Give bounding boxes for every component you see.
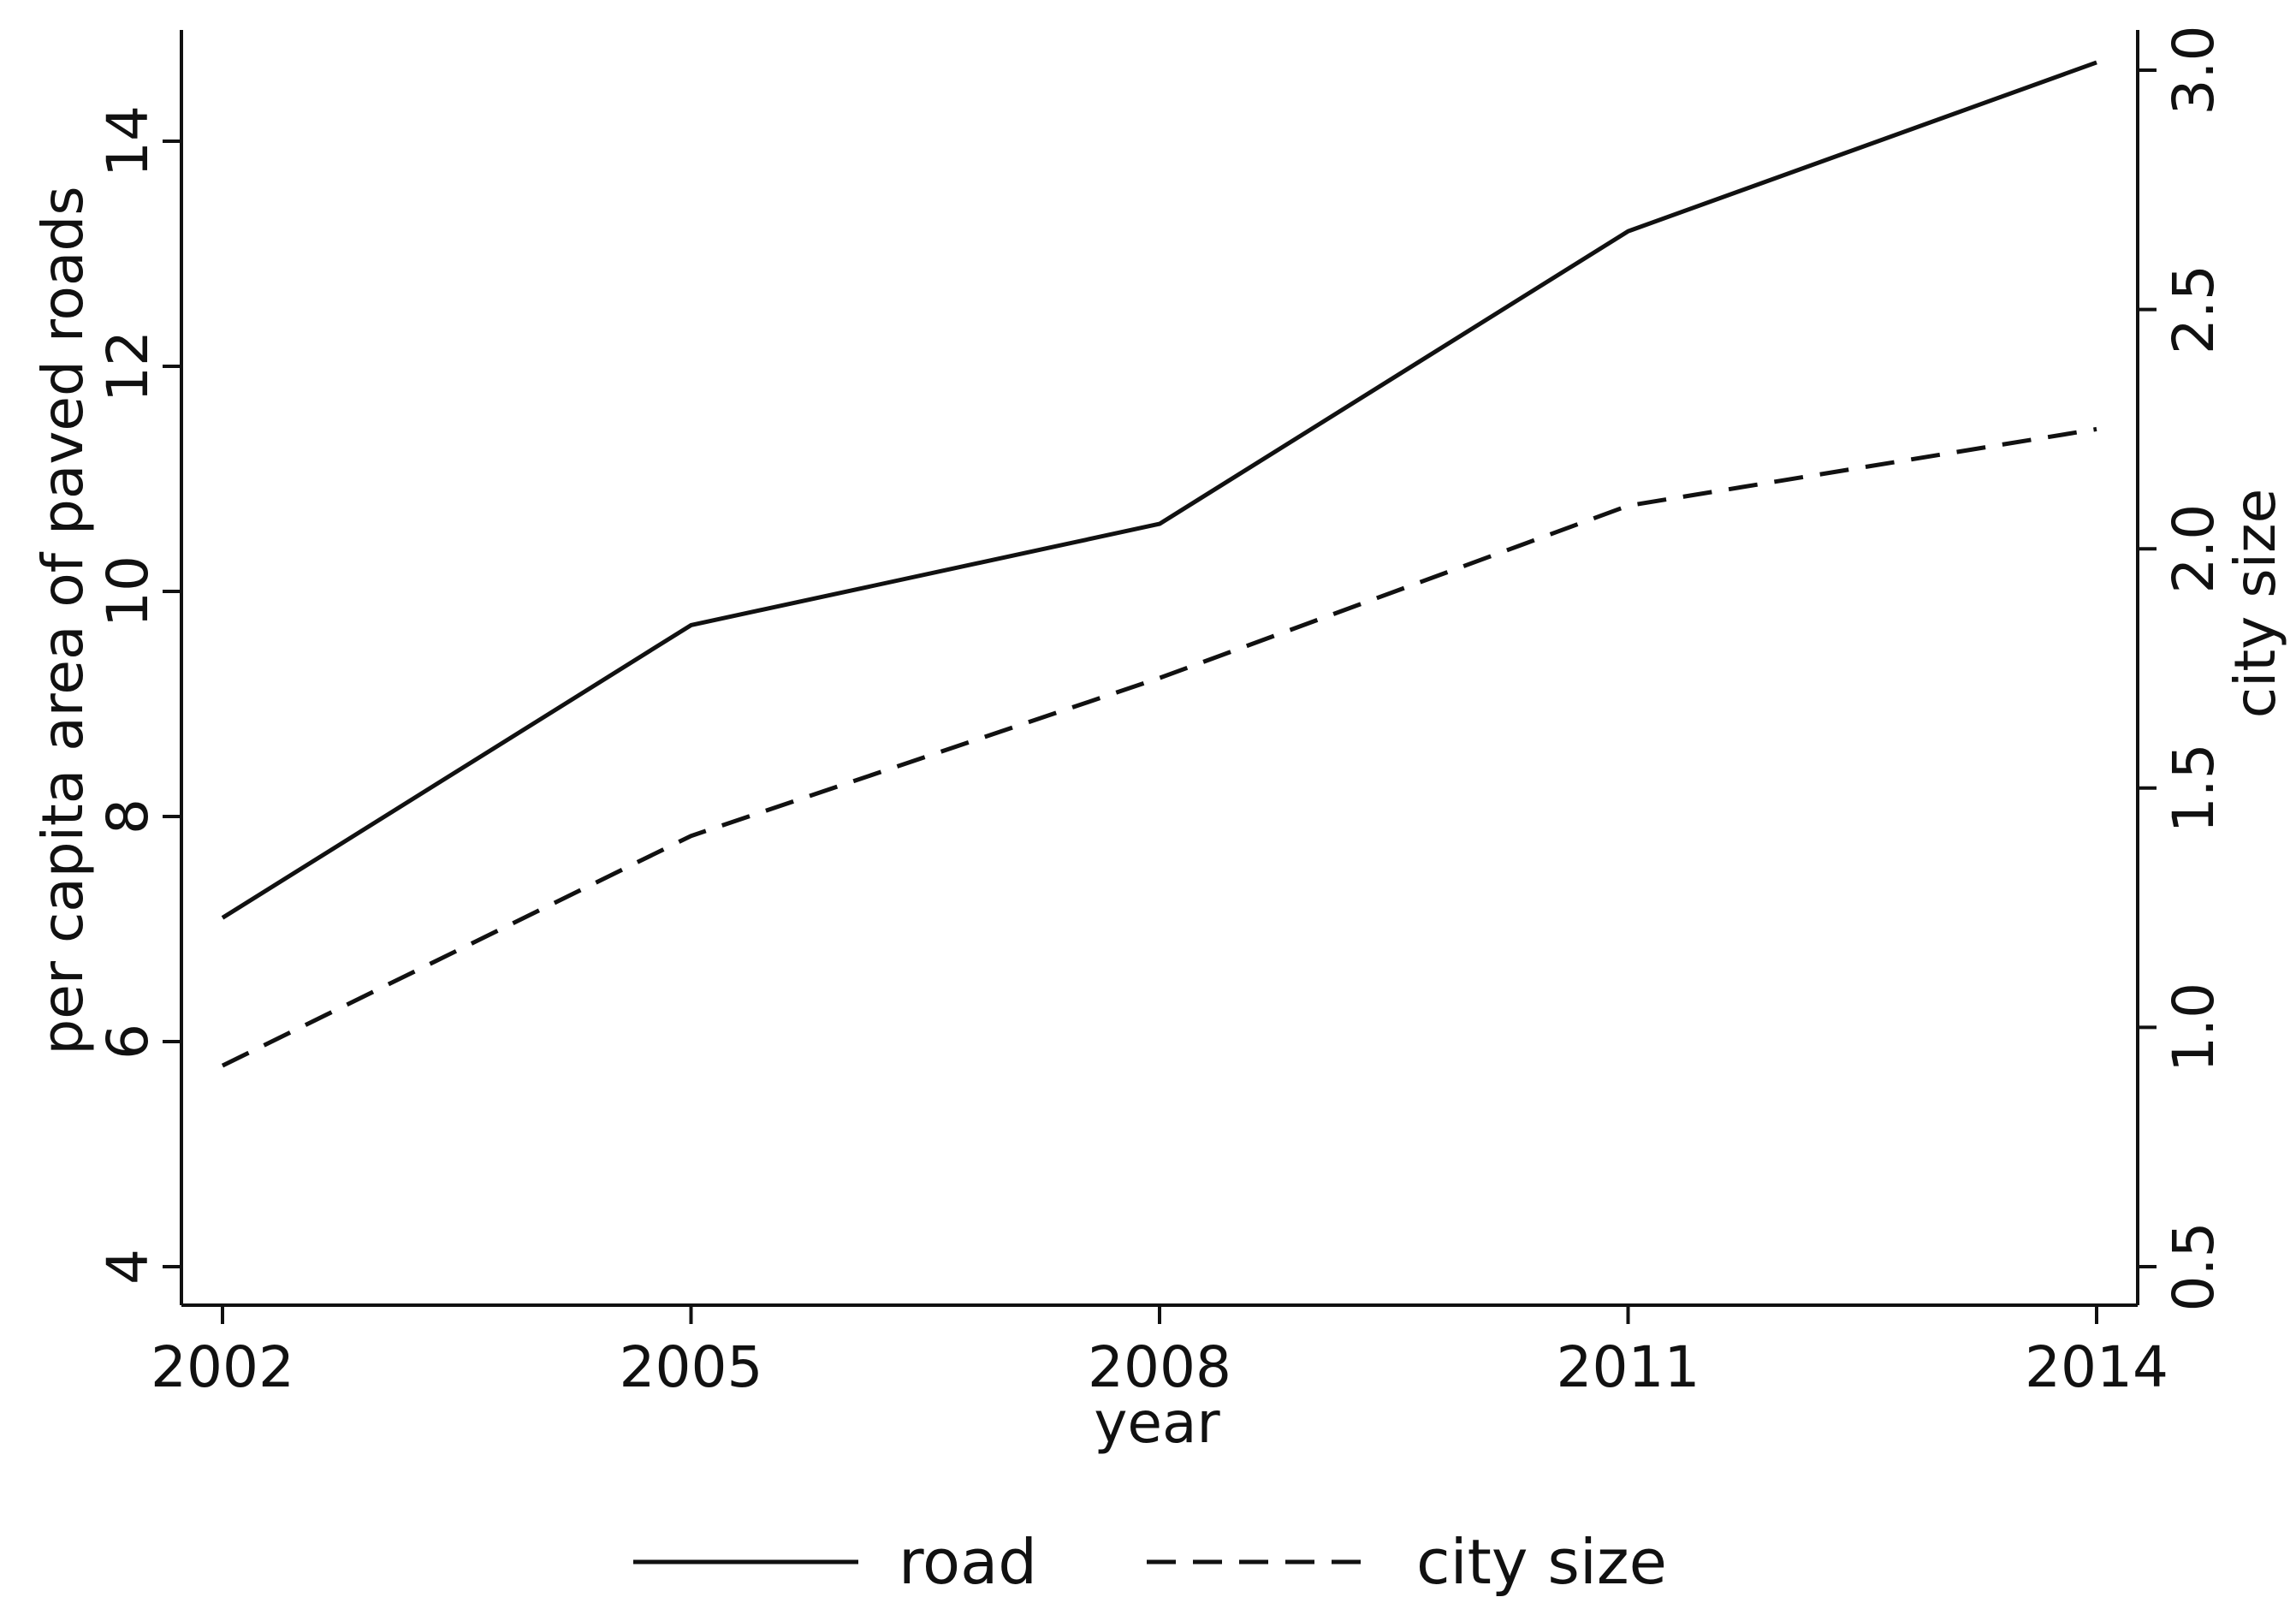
x-tick-label: 2014 (2025, 1334, 2168, 1400)
series-line-city-size (221, 426, 2097, 1068)
right-y-tick-label: 0.5 (2161, 1222, 2227, 1312)
left-y-tick-label: 10 (95, 555, 161, 627)
left-y-tick-label: 6 (95, 1024, 161, 1060)
x-axis-title: year (1094, 1390, 1220, 1456)
x-tick-label: 2011 (1557, 1334, 1700, 1400)
left-y-axis-title: per capita area of paved roads (30, 186, 96, 1054)
right-y-tick-label: 2.5 (2161, 264, 2227, 354)
x-tick-label: 2002 (151, 1334, 294, 1400)
x-tick-label: 2008 (1088, 1334, 1231, 1400)
series-layer (221, 60, 2097, 1068)
x-axis: 2002 2005 2008 2011 2014 (151, 1305, 2168, 1400)
legend-label-city-size: city size (1416, 1526, 1667, 1598)
left-y-axis: 4 6 8 10 12 14 (95, 105, 181, 1285)
right-y-tick-label: 1.5 (2161, 743, 2227, 833)
right-y-axis: 0.5 1.0 1.5 2.0 2.5 3.0 (2138, 26, 2227, 1312)
left-y-tick-label: 4 (95, 1249, 161, 1285)
x-tick-label: 2005 (620, 1334, 763, 1400)
right-y-tick-label: 1.0 (2161, 983, 2227, 1072)
series-line-road (221, 60, 2097, 920)
legend-label-road: road (899, 1526, 1037, 1598)
right-y-axis-title: city size (2222, 489, 2288, 719)
left-y-tick-label: 8 (95, 799, 161, 834)
left-y-tick-label: 14 (95, 105, 161, 177)
right-y-tick-label: 3.0 (2161, 26, 2227, 116)
plot-frame (180, 30, 2139, 1307)
right-y-tick-label: 2.0 (2161, 504, 2227, 594)
legend: road city size (633, 1526, 1667, 1598)
left-y-tick-label: 12 (95, 330, 161, 402)
